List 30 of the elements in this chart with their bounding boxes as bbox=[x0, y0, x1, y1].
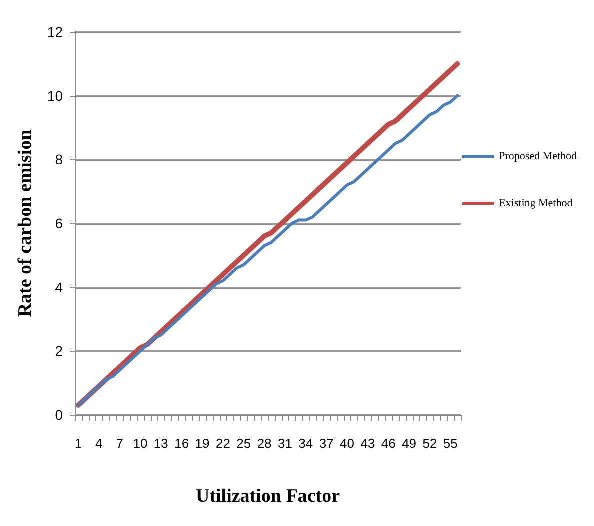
y-tick-label: 0 bbox=[55, 407, 64, 423]
x-tick-label: 52 bbox=[422, 436, 438, 451]
x-tick-label: 31 bbox=[278, 436, 292, 451]
x-axis-title: Utilization Factor bbox=[196, 486, 341, 507]
legend-label: Existing Method bbox=[499, 198, 574, 210]
legend-label: Proposed Method bbox=[499, 150, 578, 162]
x-tick-label: 43 bbox=[360, 436, 376, 451]
x-tick-label: 28 bbox=[257, 436, 272, 451]
y-axis-title: Rate of carbon emision bbox=[15, 129, 36, 318]
x-tick-label: 4 bbox=[96, 436, 103, 451]
x-tick-label: 25 bbox=[236, 436, 252, 451]
x-tick-label: 46 bbox=[381, 436, 396, 451]
x-tick-label: 7 bbox=[116, 436, 124, 451]
x-tick-label: 19 bbox=[195, 436, 210, 451]
y-tick-label: 6 bbox=[55, 216, 64, 232]
y-tick-label: 8 bbox=[55, 152, 64, 168]
x-tick-label: 40 bbox=[340, 436, 354, 451]
x-tick-label: 49 bbox=[402, 436, 417, 451]
x-tick-label: 1 bbox=[74, 436, 82, 451]
y-tick-label: 4 bbox=[55, 279, 64, 296]
y-tick-label: 10 bbox=[47, 88, 64, 104]
x-tick-label: 16 bbox=[174, 436, 190, 451]
x-tick-label: 34 bbox=[298, 436, 314, 451]
y-tick-label: 2 bbox=[55, 343, 64, 360]
x-tick-label: 22 bbox=[216, 436, 230, 451]
y-tick-label: 12 bbox=[47, 24, 64, 40]
x-tick-label: 10 bbox=[133, 436, 148, 451]
x-tick-label: 13 bbox=[154, 436, 168, 451]
x-tick-label: 37 bbox=[319, 436, 334, 451]
x-tick-label: 55 bbox=[443, 436, 458, 451]
